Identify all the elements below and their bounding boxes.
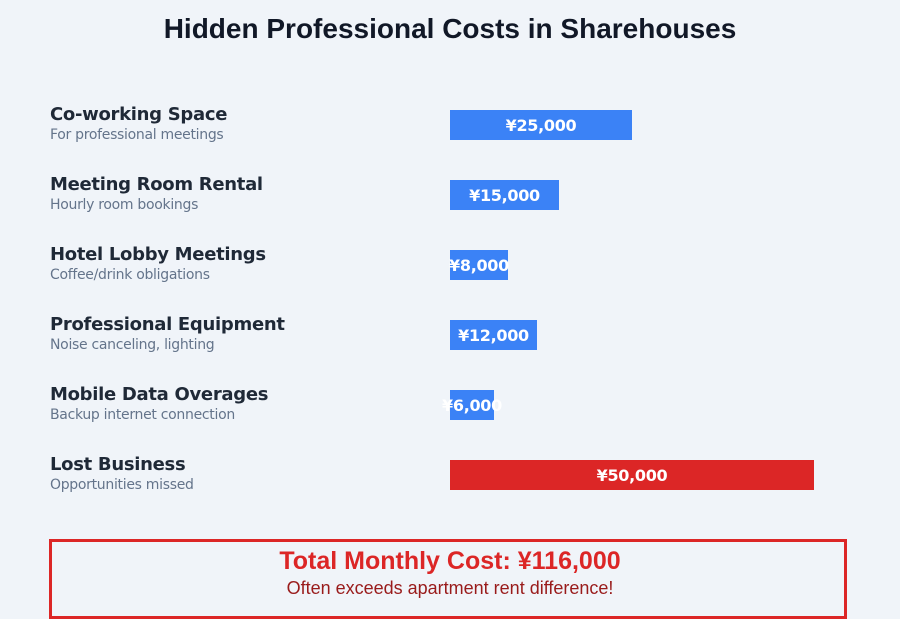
cost-bar: ¥15,000	[450, 180, 559, 210]
cost-bar: ¥6,000	[442, 390, 502, 420]
cost-category-description: Opportunities missed	[50, 477, 194, 493]
cost-category-description: Coffee/drink obligations	[50, 267, 210, 283]
total-cost-title: Total Monthly Cost: ¥116,000	[279, 547, 621, 575]
cost-category-description: Backup internet connection	[50, 407, 235, 423]
cost-bar: ¥50,000	[450, 460, 814, 490]
cost-bar: ¥25,000	[450, 110, 632, 140]
cost-category-description: Noise canceling, lighting	[50, 337, 215, 353]
cost-category-description: Hourly room bookings	[50, 197, 199, 213]
total-cost-subtitle: Often exceeds apartment rent difference!	[286, 578, 614, 598]
chart-title: Hidden Professional Costs in Sharehouses	[163, 13, 737, 44]
cost-row: Professional Equipment Noise canceling, l…	[0, 314, 900, 354]
cost-row: Co-working Space For professional meeting…	[0, 104, 900, 144]
cost-category-label: Meeting Room Rental	[50, 174, 263, 195]
cost-bar: ¥8,000	[449, 250, 509, 280]
cost-row: Lost Business Opportunities missed ¥50,000	[0, 454, 900, 494]
cost-category-label: Professional Equipment	[50, 314, 285, 335]
cost-category-label: Hotel Lobby Meetings	[50, 244, 266, 265]
cost-row: Mobile Data Overages Backup internet conn…	[0, 384, 900, 424]
cost-category-label: Co-working Space	[50, 104, 228, 125]
cost-category-label: Lost Business	[50, 454, 186, 475]
cost-category-label: Mobile Data Overages	[50, 384, 269, 405]
cost-row: Meeting Room Rental Hourly room bookings ¥…	[0, 174, 900, 214]
cost-bar: ¥12,000	[450, 320, 537, 350]
cost-row: Hotel Lobby Meetings Coffee/drink obligat…	[0, 244, 900, 284]
cost-category-description: For professional meetings	[50, 127, 224, 143]
